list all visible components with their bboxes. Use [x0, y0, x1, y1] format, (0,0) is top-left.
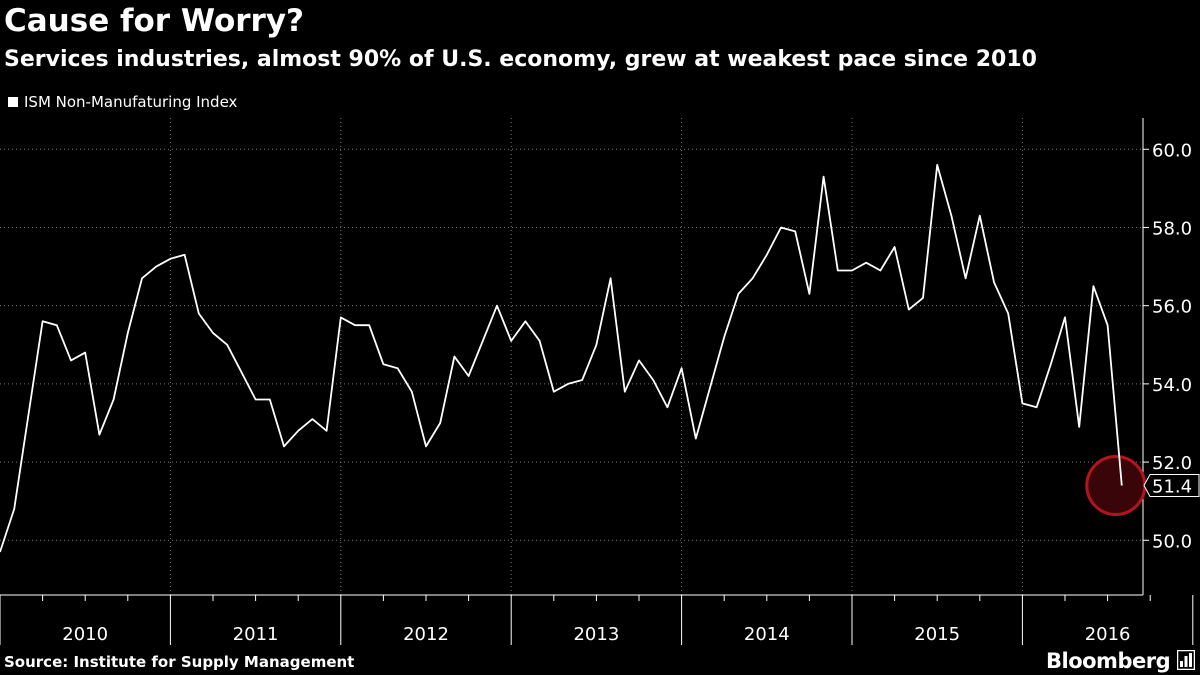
- y-tick-label: 60.0: [1152, 140, 1192, 161]
- x-tick-label: 2013: [573, 624, 619, 645]
- legend-label: ISM Non-Manufaturing Index: [24, 93, 238, 111]
- source-note: Source: Institute for Supply Management: [4, 653, 355, 671]
- y-tick-label: 54.0: [1152, 375, 1192, 396]
- chart-title: Cause for Worry?: [4, 3, 305, 39]
- y-tick-label: 50.0: [1152, 531, 1192, 552]
- series-line: [0, 163, 1123, 553]
- x-tick-label: 2012: [403, 624, 449, 645]
- y-tick-label: 58.0: [1152, 218, 1192, 239]
- x-tick-label: 2016: [1085, 624, 1131, 645]
- x-tick-label: 2010: [62, 624, 108, 645]
- last-value-label: 51.4: [1152, 477, 1192, 498]
- highlight-circle: [1085, 455, 1147, 517]
- bloomberg-chart-icon: [1177, 650, 1195, 670]
- brand-logo: Bloomberg: [1046, 649, 1171, 673]
- x-tick-label: 2015: [914, 624, 960, 645]
- y-tick-label: 56.0: [1152, 297, 1192, 318]
- legend-swatch: [8, 97, 18, 107]
- last-value-tag: [1143, 474, 1200, 498]
- x-tick-label: 2014: [744, 624, 790, 645]
- x-tick-label: 2011: [233, 624, 279, 645]
- legend: ISM Non-Manufaturing Index: [8, 92, 237, 112]
- chart-subtitle: Services industries, almost 90% of U.S. …: [4, 47, 1037, 72]
- y-tick-label: 52.0: [1152, 453, 1192, 474]
